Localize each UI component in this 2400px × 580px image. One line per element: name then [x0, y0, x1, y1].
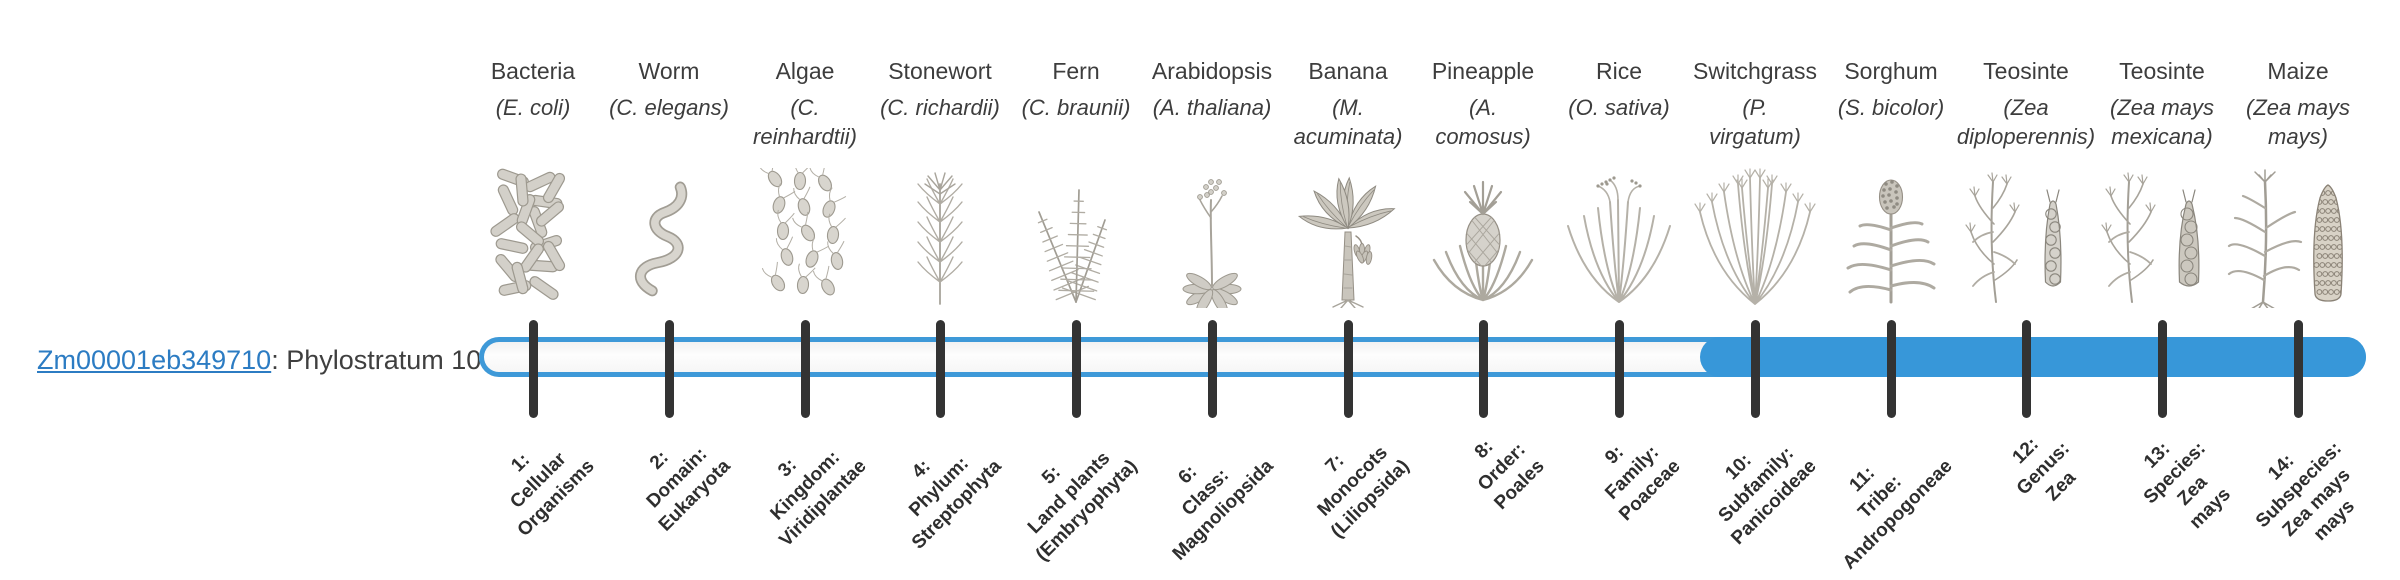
organism-species-name: (C. reinhardtii) [753, 95, 857, 149]
phylostratum-tick [1750, 320, 1760, 418]
switchgrass-icon [1680, 168, 1830, 308]
organism-species-name: (E. coli) [495, 95, 571, 120]
organism-species-name: (C. braunii) [1021, 95, 1131, 120]
organism-species-name: (A. thaliana) [1152, 95, 1272, 120]
organism-common-name: Pineapple [1431, 58, 1535, 84]
phylostratum-tick [1207, 320, 1217, 418]
phylostratum-tick [2293, 320, 2303, 418]
rice-icon [1544, 168, 1694, 308]
phylostrata-bar-fill [1700, 337, 2366, 377]
organism-species-name: (P. virgatum) [1709, 95, 1801, 149]
phylostratum-label: 9: Family: Poaceae [1601, 441, 1685, 526]
organism-label: Teosinte (Zea diploperennis) [1941, 57, 2111, 151]
banana-icon [1273, 168, 1423, 308]
phylostratum-label: 14: Subspecies: Zea mays mays [2251, 438, 2359, 546]
maize-icon [2223, 168, 2373, 308]
organism-species-name: (Zea mays mays) [2246, 95, 2350, 149]
organism-common-name: Algae [775, 58, 835, 84]
phylostratum-label: 7: Monocots (Liliopsida) [1313, 442, 1414, 543]
teosinte-diploperennis-icon [1951, 168, 2101, 308]
gene-phylostratum-text: : Phylostratum 10 [271, 345, 482, 375]
organism-common-name: Teosinte [1983, 58, 2069, 84]
stonewort-icon [865, 168, 1015, 308]
organism-common-name: Maize [2267, 58, 2329, 84]
organism-species-name: (C. elegans) [609, 95, 729, 120]
phylostratum-tick [1478, 320, 1488, 418]
organism-common-name: Sorghum [1844, 58, 1938, 84]
organism-common-name: Banana [1308, 58, 1388, 84]
phylostratum-label: 8: Order: Poales [1470, 436, 1549, 514]
organism-species-name: (S. bicolor) [1837, 95, 1945, 120]
organism-label: Teosinte (Zea mays mexicana) [2077, 57, 2247, 151]
algae-icon [730, 168, 880, 308]
fern-icon [1001, 168, 1151, 308]
phylostratum-label: 1: Cellular Organisms [506, 448, 599, 541]
phylostratum-tick [1343, 320, 1353, 418]
organism-common-name: Bacteria [490, 58, 576, 84]
sorghum-icon [1816, 168, 1966, 308]
organism-common-name: Rice [1595, 58, 1642, 84]
organism-label: Switchgrass (P. virgatum) [1670, 57, 1840, 151]
phylostratum-tick [1614, 320, 1624, 418]
phylostratum-label: 4: Phylum: Streptophyta [905, 453, 1006, 554]
organism-label: Stonewort (C. richardii) [855, 57, 1025, 122]
organism-label: Maize (Zea mays mays) [2213, 57, 2383, 151]
phylostratum-tick [2021, 320, 2031, 418]
worm-icon [594, 168, 744, 308]
phylostratum-label: 6: Class: Magnoliopsida [1168, 455, 1278, 565]
gene-id-link[interactable]: Zm00001eb349710 [37, 345, 272, 375]
organism-species-name: (C. richardii) [880, 95, 1000, 120]
phylostratum-label: 13: Species: Zea mays [2139, 438, 2235, 534]
organism-common-name: Worm [638, 58, 700, 84]
teosinte-mexicana-icon [2087, 168, 2237, 308]
organism-label: Fern (C. braunii) [991, 57, 1161, 122]
phylostratum-tick [528, 320, 538, 418]
gene-label: Zm00001eb349710: Phylostratum 10 [37, 344, 481, 376]
pineapple-icon [1408, 168, 1558, 308]
phylostratum-label: 12: Genus: Zea [2008, 433, 2081, 506]
organism-label: Sorghum (S. bicolor) [1806, 57, 1976, 122]
organism-common-name: Switchgrass [1693, 58, 1817, 84]
phylostratum-label: 11: Tribe: Andropogoneae [1838, 455, 1957, 574]
organism-label: Worm (C. elegans) [584, 57, 754, 122]
organism-species-name: (M. acuminata) [1293, 95, 1403, 149]
organism-common-name: Teosinte [2119, 58, 2205, 84]
organism-label: Bacteria (E. coli) [448, 57, 618, 122]
phylostratum-tick [2157, 320, 2167, 418]
phylostratum-tick [664, 320, 674, 418]
phylostratum-tick [1071, 320, 1081, 418]
organism-label: Algae (C. reinhardtii) [720, 57, 890, 151]
arabidopsis-icon [1137, 168, 1287, 308]
phylostratum-label: 2: Domain: Eukaryota [642, 443, 735, 536]
organism-label: Pineapple (A. comosus) [1398, 57, 1568, 151]
organism-label: Arabidopsis (A. thaliana) [1127, 57, 1297, 122]
phylostratum-tick [800, 320, 810, 418]
bacteria-icon [458, 168, 608, 308]
organism-label: Banana (M. acuminata) [1263, 57, 1433, 151]
organism-species-name: (A. comosus) [1435, 95, 1531, 149]
organism-common-name: Arabidopsis [1151, 58, 1273, 84]
organism-species-name: (O. sativa) [1568, 95, 1670, 120]
organism-common-name: Stonewort [888, 58, 992, 84]
phylostratum-label: 10: Subfamily: Panicoideae [1714, 442, 1821, 550]
organism-label: Rice (O. sativa) [1534, 57, 1704, 122]
phylostratum-label: 5: Land plants (Embryophyta) [1023, 447, 1142, 566]
organism-species-name: (Zea mays mexicana) [2110, 95, 2214, 149]
phylostratum-tick [935, 320, 945, 418]
organism-species-name: (Zea diploperennis) [1956, 95, 2096, 149]
organism-common-name: Fern [1052, 58, 1100, 84]
phylostratum-label: 3: Kingdom: Viridiplantae [766, 446, 871, 552]
phylostratum-tick [1886, 320, 1896, 418]
